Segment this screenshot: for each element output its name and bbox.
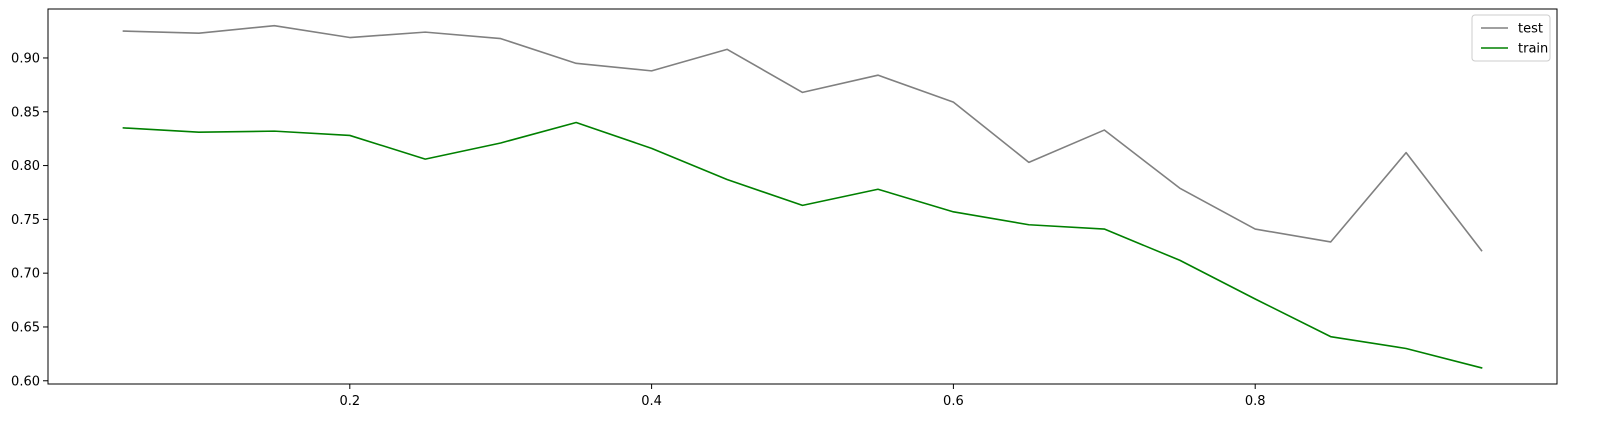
legend-label-test: test — [1518, 22, 1543, 37]
y-tick-label: 0.60 — [11, 374, 40, 389]
plot-frame — [47, 8, 1558, 385]
y-tick-label: 0.70 — [11, 267, 40, 282]
x-tick-label: 0.6 — [943, 394, 964, 409]
x-tick-label: 0.8 — [1245, 394, 1266, 409]
legend: test train — [1471, 14, 1551, 62]
legend-label-train: train — [1518, 42, 1548, 57]
series-lines — [122, 24, 1483, 369]
y-tick-label: 0.75 — [11, 213, 40, 228]
y-tick-label: 0.90 — [11, 51, 40, 66]
x-tick-label: 0.4 — [641, 394, 662, 409]
plot-background — [48, 9, 1557, 384]
axes: 0.2 0.4 0.6 0.8 0.60 0.65 0.70 0.75 0.80 0.85 0.90 — [11, 8, 1558, 409]
x-tick-label: 0.2 — [339, 394, 360, 409]
y-tick-label: 0.85 — [11, 105, 40, 120]
y-tick-label: 0.65 — [11, 320, 40, 335]
legend-box — [1471, 14, 1551, 62]
y-tick-label: 0.80 — [11, 159, 40, 174]
series-line-test — [122, 24, 1483, 252]
plot-area — [48, 9, 1557, 384]
series-line-train — [122, 121, 1483, 369]
